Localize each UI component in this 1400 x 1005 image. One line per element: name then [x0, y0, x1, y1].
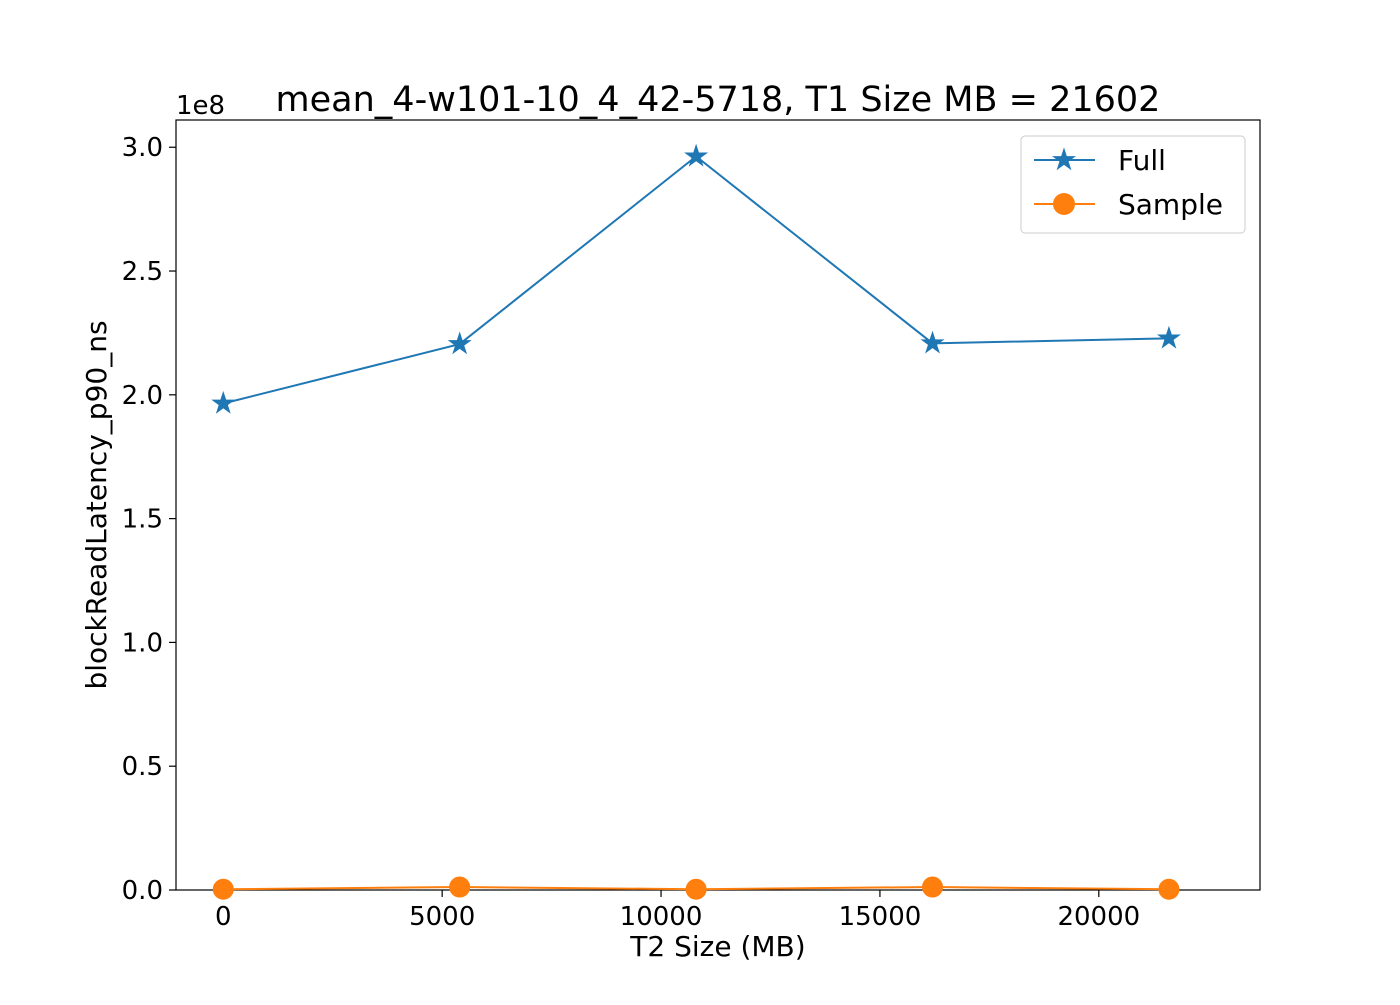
- x-tick-label: 5000: [409, 902, 475, 932]
- y-axis-offset-label: 1e8: [176, 91, 225, 121]
- data-point-full: [1156, 325, 1181, 349]
- legend-entry-sample: Sample: [1034, 188, 1223, 221]
- y-tick-label: 3.0: [122, 133, 163, 163]
- y-tick-label: 2.5: [122, 257, 163, 287]
- y-tick-label: 2.0: [122, 381, 163, 411]
- legend-label-full: Full: [1118, 144, 1166, 177]
- legend: Full Sample: [1020, 135, 1246, 234]
- y-tick-label: 0.5: [122, 752, 163, 782]
- x-axis-label: T2 Size (MB): [629, 930, 805, 963]
- data-point-sample: [212, 878, 234, 900]
- data-point-full: [447, 331, 472, 355]
- legend-circle-marker: [1053, 193, 1075, 215]
- plot-area: 0 5000 10000 15000 20000 0.0 0.5 1.0 1.5 2.0 2.5 3.…: [122, 119, 1261, 932]
- data-point-full: [684, 143, 709, 167]
- data-point-full: [211, 390, 236, 414]
- chart-title: mean_4-w101-10_4_42-5718, T1 Size MB = 2…: [276, 80, 1161, 120]
- x-tick-label: 10000: [620, 902, 703, 932]
- data-point-sample: [922, 876, 944, 898]
- data-point-sample: [685, 878, 707, 900]
- legend-label-sample: Sample: [1118, 188, 1223, 221]
- y-tick-label: 1.0: [122, 628, 163, 658]
- x-tick-label: 0: [215, 902, 232, 932]
- x-tick-label: 20000: [1057, 902, 1140, 932]
- data-point-full: [920, 330, 945, 354]
- y-tick-label: 0.0: [122, 876, 163, 906]
- legend-star-marker: [1052, 147, 1076, 171]
- y-tick-label: 1.5: [122, 505, 163, 535]
- data-point-sample: [449, 876, 471, 898]
- y-axis-label: blockReadLatency_p90_ns: [80, 320, 113, 689]
- data-point-sample: [1158, 878, 1180, 900]
- legend-entry-full: Full: [1034, 144, 1166, 177]
- x-tick-label: 15000: [839, 902, 922, 932]
